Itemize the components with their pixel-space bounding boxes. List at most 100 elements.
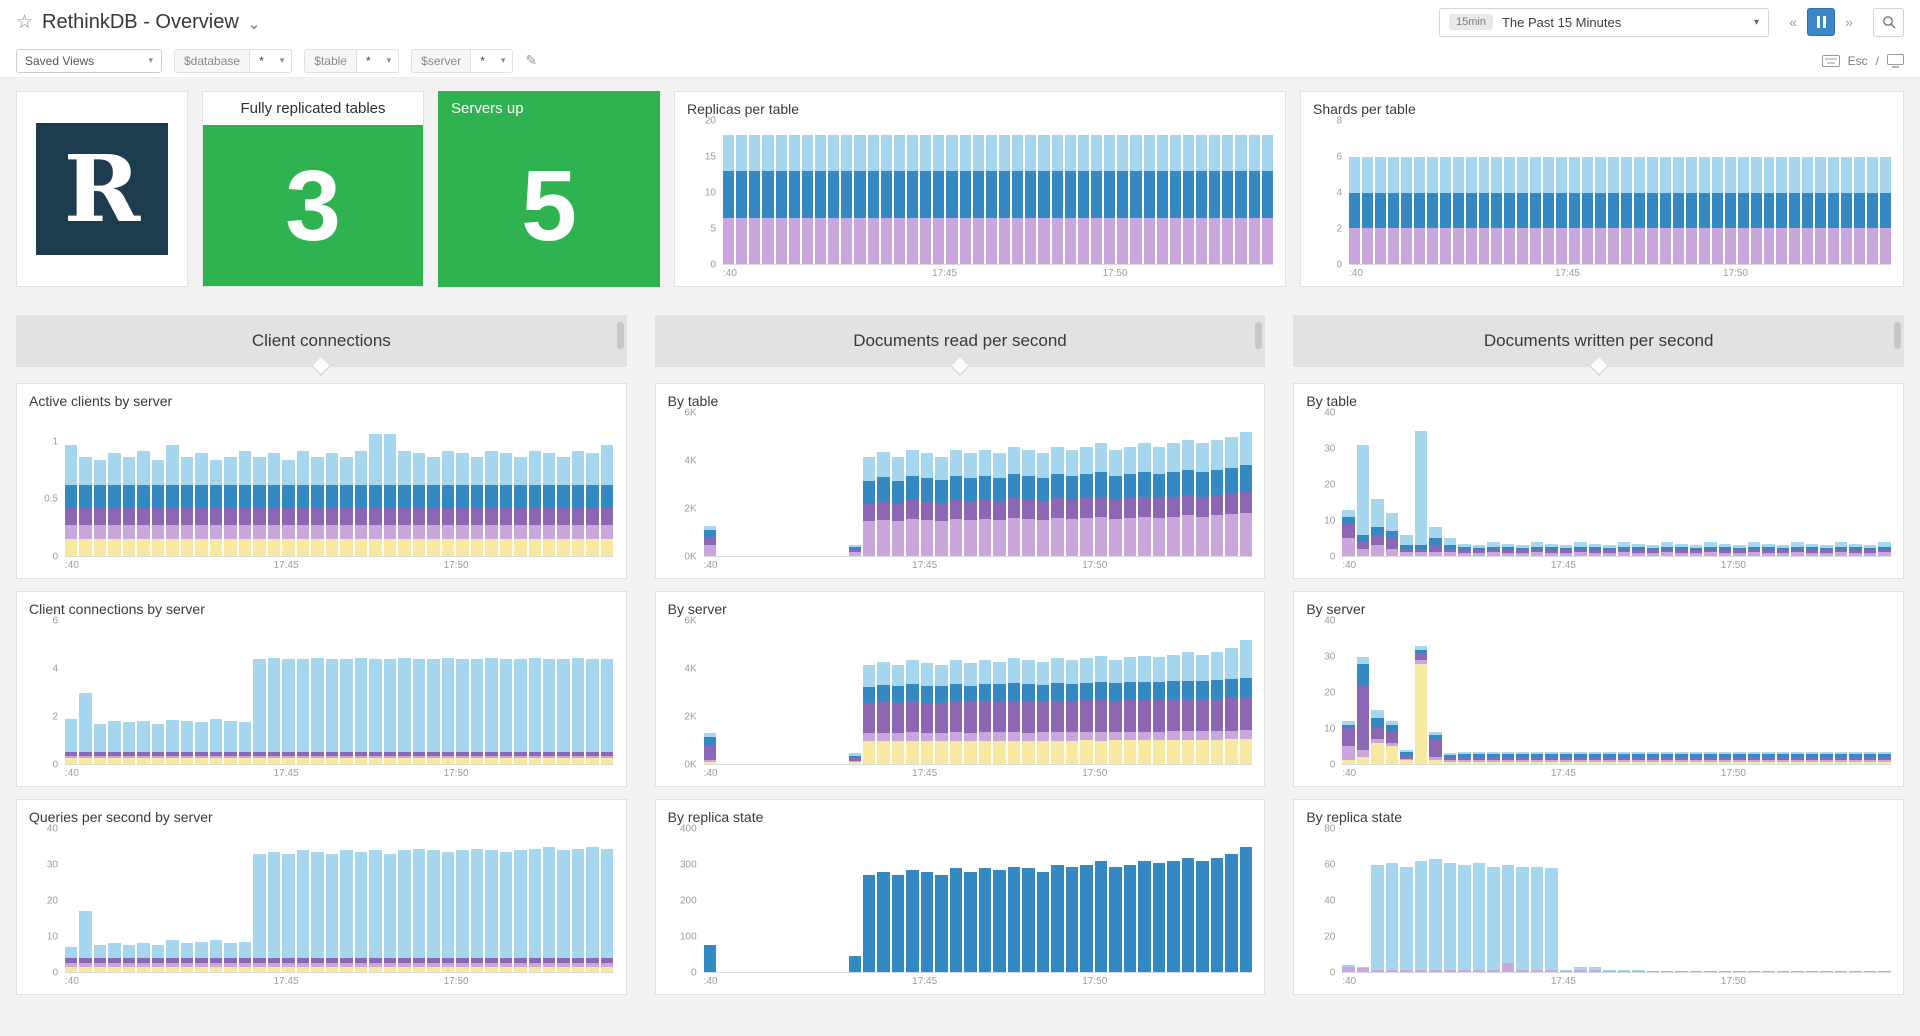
- bar-segment: [180, 507, 194, 526]
- bar-segment: [65, 718, 78, 753]
- zoom-button[interactable]: [1873, 7, 1904, 37]
- template-var-server[interactable]: $server * ▾: [411, 48, 514, 73]
- widget-docs-read-by-server[interactable]: By server 0K 2K 4K 6K:40 17:45 17:50: [654, 591, 1266, 787]
- query-value-fully-replicated-tables[interactable]: Fully replicated tables 3: [202, 91, 424, 287]
- time-range-badge: 15min: [1449, 14, 1493, 30]
- y-axis: 0 20 40 60 80: [1306, 824, 1342, 979]
- bar: [1556, 121, 1568, 264]
- bar-segment: [935, 664, 948, 687]
- bar-segment: [993, 501, 1006, 521]
- bar-segment: [1248, 217, 1260, 264]
- bar: [1685, 121, 1697, 264]
- bar: [209, 829, 223, 972]
- bar: [1065, 413, 1079, 556]
- bar: [282, 413, 295, 556]
- bar-segment: [1007, 740, 1021, 764]
- bar-segment: [1472, 754, 1486, 757]
- template-var-database[interactable]: $database * ▾: [174, 48, 293, 73]
- widget-queries-per-second-by-server[interactable]: Queries per second by server 0 10 20 30 40:4…: [16, 799, 627, 995]
- bar: [1878, 621, 1891, 764]
- edit-pencil-icon[interactable]: ✎: [525, 52, 538, 68]
- bar-segment: [1094, 861, 1108, 972]
- bar: [862, 621, 876, 764]
- bar-segment: [1426, 192, 1438, 229]
- widget-active-clients-by-server[interactable]: Active clients by server 0 0.5 1:40 17:45 17…: [16, 383, 627, 579]
- pause-button[interactable]: [1807, 8, 1835, 36]
- forward-button[interactable]: »: [1835, 7, 1863, 37]
- widget-replicas-per-table[interactable]: Replicas per table 0 5 10 15 20:40 17:45 17:50: [674, 91, 1286, 287]
- bar: [514, 413, 527, 556]
- bar: [1261, 121, 1273, 264]
- bar: [1689, 829, 1703, 972]
- bar: [93, 413, 107, 556]
- y-tick-label: 10: [704, 187, 716, 199]
- bar-segment: [1733, 760, 1746, 763]
- bar-segment: [224, 485, 237, 508]
- bar: [1588, 621, 1602, 764]
- widget-docs-written-by-table[interactable]: By table 0 10 20 30 40:40 17:45 17:50: [1293, 383, 1904, 579]
- query-value-servers-up[interactable]: Servers up 5: [438, 91, 660, 287]
- bar-segment: [441, 966, 455, 972]
- bar: [441, 829, 455, 972]
- widget-title: By replica state: [1306, 809, 1403, 825]
- bar-segment: [65, 758, 78, 764]
- group-scrollbar[interactable]: [1894, 322, 1901, 349]
- time-range-picker[interactable]: 15min The Past 15 Minutes ▾: [1439, 7, 1769, 37]
- bar-segment: [1724, 228, 1736, 264]
- bar-segment: [296, 755, 310, 759]
- bar: [354, 829, 368, 972]
- bar-segment: [137, 450, 150, 486]
- widget-client-connections-by-server[interactable]: Client connections by server 0 2 4 6:40 17:4…: [16, 591, 627, 787]
- widget-docs-read-by-replica-state[interactable]: By replica state 0 100 200 300 400:40 17:45 17…: [654, 799, 1266, 995]
- group-header-documents-read[interactable]: Documents read per second: [654, 315, 1266, 367]
- bar-segment: [1530, 751, 1544, 755]
- bar-segment: [1458, 547, 1471, 550]
- bar-segment: [1051, 864, 1064, 972]
- bar-segment: [1501, 543, 1515, 548]
- bar-segment: [972, 135, 984, 172]
- monitor-icon[interactable]: [1887, 53, 1904, 68]
- widget-docs-read-by-table[interactable]: By table 0K 2K 4K 6K:40 17:45 17:50: [654, 383, 1266, 579]
- bar-segment: [723, 217, 735, 264]
- bar-segment: [296, 659, 310, 753]
- bar-segment: [195, 453, 208, 486]
- favorite-star-icon[interactable]: ☆: [16, 11, 34, 33]
- bar-segment: [978, 449, 992, 477]
- bar: [282, 829, 295, 972]
- bar-segment: [1632, 756, 1645, 761]
- bar-segment: [1487, 751, 1500, 755]
- bar-segment: [1791, 760, 1804, 763]
- group-header-client-connections[interactable]: Client connections: [16, 315, 627, 367]
- widget-shards-per-table[interactable]: Shards per table 0 2 4 6 8:40 17:45 17:50: [1300, 91, 1904, 287]
- bar-segment: [485, 957, 498, 964]
- bar-segment: [571, 758, 585, 764]
- bar: [1724, 121, 1736, 264]
- widget-docs-written-by-replica-state[interactable]: By replica state 0 20 40 60 80:40 17:45 17:50: [1293, 799, 1904, 995]
- bar-segment: [1452, 192, 1464, 229]
- bar-segment: [586, 485, 599, 508]
- bar: [137, 829, 150, 972]
- bar-segment: [180, 525, 194, 539]
- title-chevron-down-icon[interactable]: ⌄: [247, 16, 261, 33]
- group-scrollbar[interactable]: [616, 322, 624, 349]
- bar-segment: [1545, 547, 1558, 550]
- group-header-documents-written[interactable]: Documents written per second: [1293, 315, 1904, 367]
- bar-segment: [151, 752, 165, 756]
- bar-segment: [383, 485, 397, 508]
- bar-segment: [906, 732, 919, 741]
- x-tick-label: 17:45: [912, 768, 938, 779]
- bar: [195, 621, 208, 764]
- bar-segment: [1559, 762, 1573, 764]
- bar-segment: [1196, 443, 1209, 472]
- bar-segment: [959, 217, 971, 264]
- bar-segment: [1501, 762, 1515, 764]
- bar-segment: [1222, 217, 1234, 264]
- bar-segment: [1805, 543, 1819, 548]
- widget-docs-written-by-server[interactable]: By server 0 10 20 30 40:40 17:45 17:50: [1293, 591, 1904, 787]
- bar-segment: [1487, 549, 1500, 553]
- bar-segment: [788, 135, 800, 172]
- template-var-table[interactable]: $table * ▾: [304, 48, 400, 73]
- group-scrollbar[interactable]: [1255, 322, 1263, 349]
- saved-views-dropdown[interactable]: Saved Views ▾: [16, 48, 162, 73]
- rewind-button[interactable]: «: [1779, 7, 1807, 37]
